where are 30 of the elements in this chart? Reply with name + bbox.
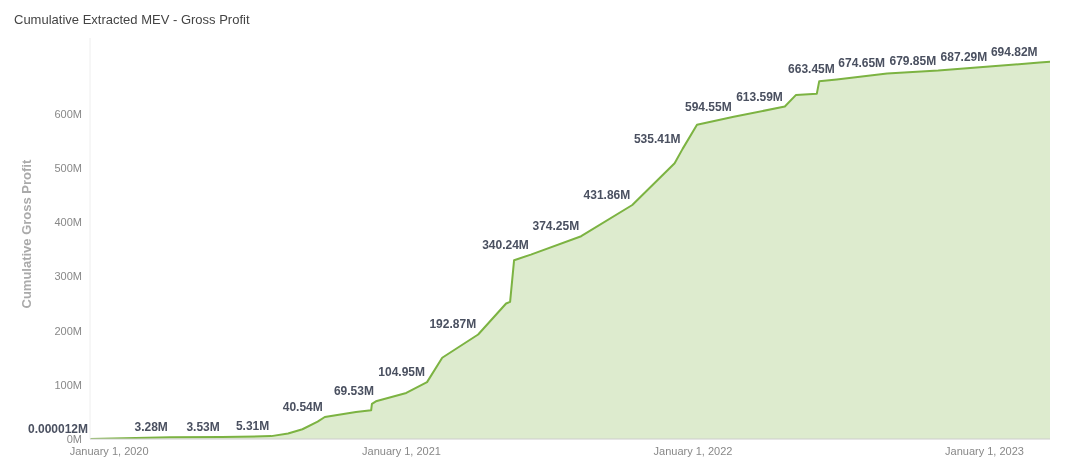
y-tick-label: 200M — [54, 324, 82, 337]
data-label: 192.87M — [429, 317, 477, 332]
data-label: 104.95M — [378, 365, 426, 380]
y-tick-label: 100M — [54, 378, 82, 391]
data-label: 674.65M — [838, 56, 886, 71]
x-tick-label: January 1, 2023 — [945, 444, 1024, 457]
data-label: 613.59M — [736, 89, 783, 104]
x-tick-label: January 1, 2020 — [69, 444, 149, 457]
chart-title: Cumulative Extracted MEV - Gross Profit — [14, 12, 250, 27]
data-label: 5.31M — [235, 419, 270, 434]
data-label: 40.54M — [282, 400, 323, 415]
data-label: 3.28M — [134, 420, 168, 435]
data-label: 340.24M — [482, 237, 529, 252]
data-label: 679.85M — [889, 53, 937, 68]
x-tick-label: January 1, 2021 — [362, 444, 441, 457]
data-label: 687.29M — [940, 49, 988, 64]
data-label: 431.86M — [583, 187, 631, 202]
data-label: 694.82M — [990, 45, 1038, 60]
data-label: 374.25M — [532, 219, 580, 234]
data-label: 594.55M — [685, 99, 732, 114]
x-tick-label: January 1, 2022 — [653, 444, 733, 457]
y-tick-label: 300M — [54, 270, 82, 283]
data-label: 3.53M — [186, 420, 220, 435]
data-label: 69.53M — [333, 384, 374, 399]
data-label: 535.41M — [633, 131, 681, 146]
y-tick-label: 600M — [54, 107, 82, 120]
y-tick-label: 400M — [54, 216, 82, 229]
y-axis-title: Cumulative Gross Profit — [18, 159, 34, 309]
y-tick-label: 500M — [54, 161, 82, 174]
data-label: 663.45M — [788, 62, 835, 77]
